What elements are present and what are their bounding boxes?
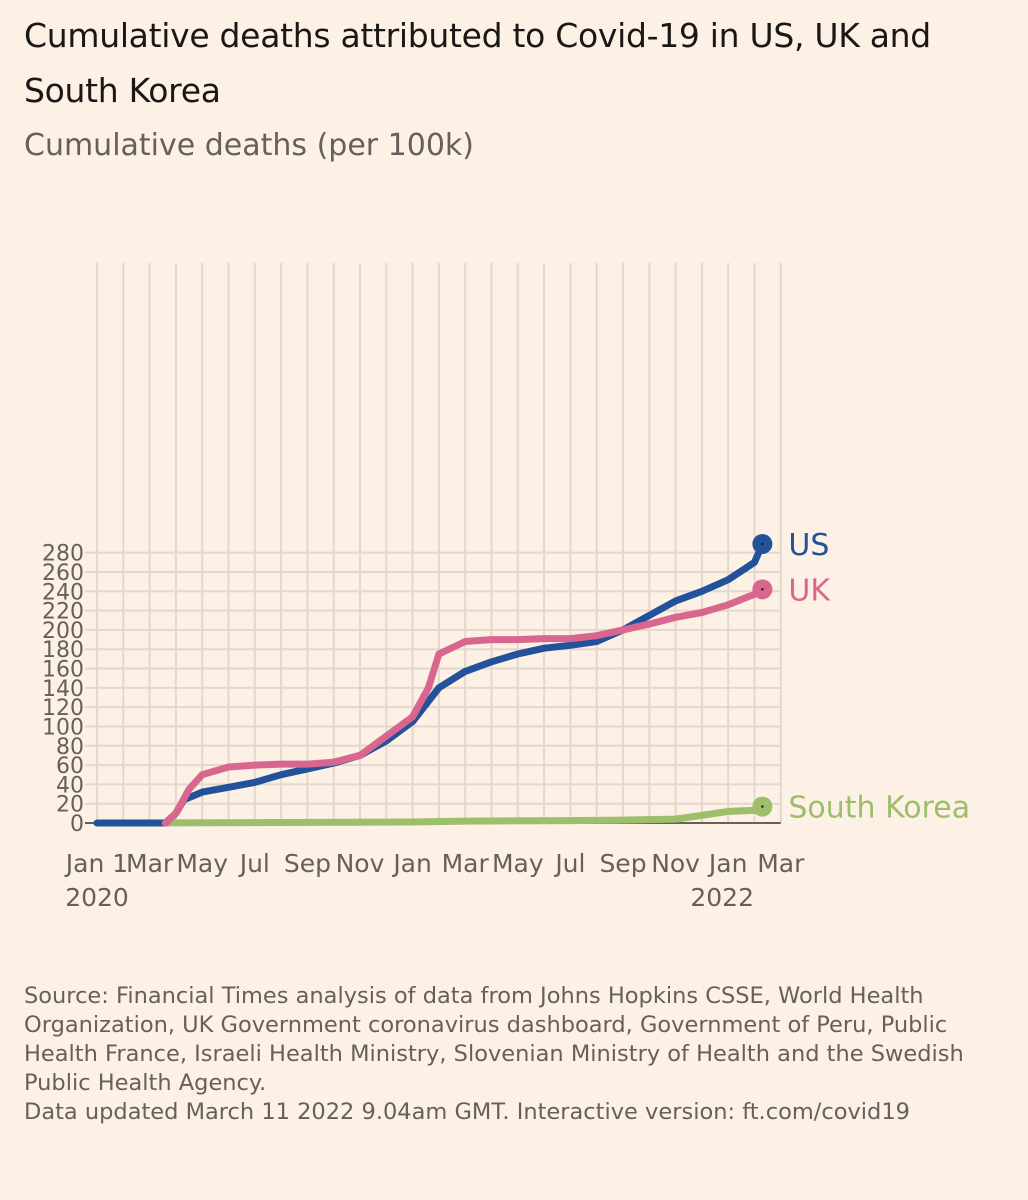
source-text: Source: Financial Times analysis of data… bbox=[24, 983, 964, 1096]
x-tick-label: Mar bbox=[757, 849, 805, 878]
x-year-label: 2020 bbox=[65, 883, 129, 912]
series-lines: South Korea US UK bbox=[93, 528, 970, 827]
y-tick-label: 160 bbox=[42, 658, 84, 683]
x-tick-label: Mar bbox=[442, 849, 490, 878]
chart-subtitle: Cumulative deaths (per 100k) bbox=[24, 128, 474, 163]
y-tick-label: 200 bbox=[42, 619, 84, 644]
x-tick-label: Sep bbox=[599, 849, 646, 878]
line-chart: 020406080100120140160180200220240260280 … bbox=[42, 263, 970, 912]
x-tick-label: May bbox=[492, 849, 544, 878]
updated-text: Data updated March 11 2022 9.04am GMT. I… bbox=[24, 1099, 910, 1125]
y-tick-label: 80 bbox=[56, 735, 84, 760]
y-tick-label: 20 bbox=[56, 793, 84, 818]
series-label: US bbox=[788, 528, 829, 563]
y-tick-label: 60 bbox=[56, 754, 84, 779]
y-tick-label: 120 bbox=[42, 696, 84, 721]
x-tick-label: Jan 1 bbox=[64, 849, 128, 878]
y-tick-label: 0 bbox=[70, 812, 84, 837]
gridlines bbox=[85, 263, 782, 824]
x-year-label: 2022 bbox=[690, 883, 754, 912]
x-tick-label: Jan bbox=[707, 849, 748, 878]
series-end-dot bbox=[761, 588, 764, 591]
series-line-south-korea bbox=[125, 803, 766, 827]
y-tick-label: 240 bbox=[42, 580, 84, 605]
x-tick-label: Jul bbox=[553, 849, 585, 878]
y-tick-label: 100 bbox=[42, 715, 84, 740]
chart-title: Cumulative deaths attributed to Covid-19… bbox=[24, 16, 931, 110]
y-tick-label: 280 bbox=[42, 542, 84, 567]
x-tick-label: Jul bbox=[238, 849, 270, 878]
x-tick-label: May bbox=[176, 849, 228, 878]
y-tick-label: 180 bbox=[42, 638, 84, 663]
x-tick-label: Mar bbox=[126, 849, 174, 878]
series-label: UK bbox=[788, 573, 831, 608]
y-tick-label: 140 bbox=[42, 677, 84, 702]
y-tick-label: 220 bbox=[42, 600, 84, 625]
x-tick-label: Nov bbox=[651, 849, 700, 878]
series-end-dot bbox=[761, 805, 764, 808]
series-line-uk bbox=[161, 585, 766, 827]
series-label: South Korea bbox=[788, 791, 970, 826]
x-tick-label: Sep bbox=[284, 849, 331, 878]
y-tick-label: 40 bbox=[56, 773, 84, 798]
series-line-us bbox=[93, 540, 766, 827]
x-tick-label: Jan bbox=[391, 849, 432, 878]
x-tick-label: Nov bbox=[336, 849, 385, 878]
y-tick-label: 260 bbox=[42, 561, 84, 586]
source-note: Source: Financial Times analysis of data… bbox=[24, 982, 1004, 1127]
series-end-dot bbox=[761, 542, 764, 546]
